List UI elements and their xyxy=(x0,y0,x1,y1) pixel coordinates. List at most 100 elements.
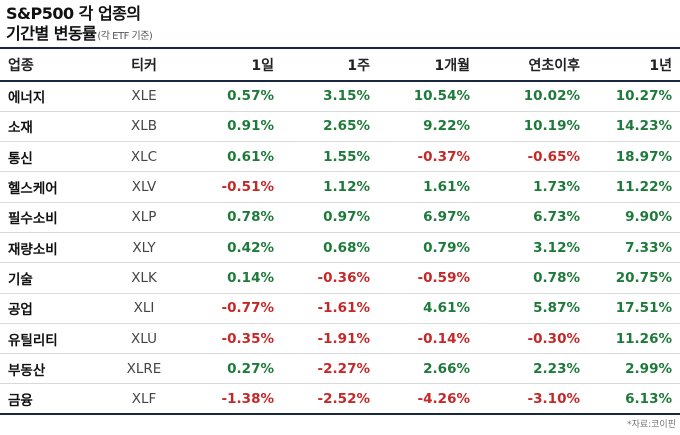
return-1d: -0.35% xyxy=(196,323,282,355)
header-sector: 업종 xyxy=(0,47,92,82)
table-row: 소재 XLB 0.91% 2.65% 9.22% 10.19% 14.23% xyxy=(0,111,680,143)
return-1w: -2.52% xyxy=(282,383,378,416)
return-1m: -0.14% xyxy=(378,323,478,355)
return-1w: -0.36% xyxy=(282,262,378,294)
table-row: 유틸리티 XLU -0.35% -1.91% -0.14% -0.30% 11.26% xyxy=(0,323,680,355)
sector-returns-table: 업종 티커 1일 1주 1개월 연초이후 1년 에너지 XLE 0.57% 3.15%… xyxy=(0,47,680,416)
return-1m: 1.61% xyxy=(378,171,478,203)
sector-name: 통신 xyxy=(0,141,92,173)
return-1y: 6.13% xyxy=(588,383,680,416)
return-1w: -1.61% xyxy=(282,293,378,324)
sector-name: 에너지 xyxy=(0,81,92,112)
return-1y: 9.90% xyxy=(588,202,680,233)
sector-name: 유틸리티 xyxy=(0,323,92,355)
return-1d: 0.91% xyxy=(196,111,282,143)
table-row: 금융 XLF -1.38% -2.52% -4.26% -3.10% 6.13% xyxy=(0,383,680,416)
return-1y: 20.75% xyxy=(588,262,680,294)
return-1d: 0.27% xyxy=(196,353,282,385)
subtitle-text: 기간별 변동률 xyxy=(6,24,97,43)
return-1w: 3.15% xyxy=(282,81,378,112)
return-1m: 9.22% xyxy=(378,111,478,143)
return-1m: 0.79% xyxy=(378,232,478,264)
return-1m: -0.37% xyxy=(378,141,478,173)
ticker-symbol: XLY xyxy=(92,232,196,264)
title-note: (각 ETF 기준) xyxy=(97,31,153,42)
ticker-symbol: XLU xyxy=(92,323,196,355)
return-ytd: 10.19% xyxy=(478,111,588,143)
sector-name: 부동산 xyxy=(0,353,92,385)
return-1m: 4.61% xyxy=(378,293,478,324)
return-ytd: 0.78% xyxy=(478,262,588,294)
return-1w: 2.65% xyxy=(282,111,378,143)
return-1d: 0.42% xyxy=(196,232,282,264)
return-1d: -0.77% xyxy=(196,293,282,324)
return-ytd: -0.30% xyxy=(478,323,588,355)
table-row: 에너지 XLE 0.57% 3.15% 10.54% 10.02% 10.27% xyxy=(0,81,680,112)
table-row: 필수소비 XLP 0.78% 0.97% 6.97% 6.73% 9.90% xyxy=(0,202,680,233)
sector-name: 재량소비 xyxy=(0,232,92,264)
ticker-symbol: XLRE xyxy=(92,353,196,385)
table-row: 통신 XLC 0.61% 1.55% -0.37% -0.65% 18.97% xyxy=(0,141,680,173)
header-1m: 1개월 xyxy=(378,47,478,82)
ticker-symbol: XLI xyxy=(92,293,196,324)
return-1y: 2.99% xyxy=(588,353,680,385)
return-1m: -0.59% xyxy=(378,262,478,294)
source-note: *자료:코이핀 xyxy=(627,420,676,430)
ticker-symbol: XLB xyxy=(92,111,196,143)
return-1w: 1.55% xyxy=(282,141,378,173)
return-1m: 6.97% xyxy=(378,202,478,233)
sector-name: 기술 xyxy=(0,262,92,294)
ticker-symbol: XLV xyxy=(92,171,196,203)
header-1y: 1년 xyxy=(588,47,680,82)
ticker-symbol: XLK xyxy=(92,262,196,294)
return-1w: 0.68% xyxy=(282,232,378,264)
title-block: S&P500 각 업종의 기간별 변동률 (각 ETF 기준) xyxy=(6,4,153,47)
return-ytd: 6.73% xyxy=(478,202,588,233)
header-1w: 1주 xyxy=(282,47,378,82)
sector-name: 소재 xyxy=(0,111,92,143)
return-1y: 11.26% xyxy=(588,323,680,355)
table-body: 에너지 XLE 0.57% 3.15% 10.54% 10.02% 10.27% 소재 XLB 0… xyxy=(0,81,680,416)
sector-name: 필수소비 xyxy=(0,202,92,233)
ticker-symbol: XLF xyxy=(92,383,196,416)
return-1y: 11.22% xyxy=(588,171,680,203)
return-1d: 0.14% xyxy=(196,262,282,294)
return-1w: 1.12% xyxy=(282,171,378,203)
return-1d: 0.57% xyxy=(196,81,282,112)
return-ytd: -3.10% xyxy=(478,383,588,416)
return-1y: 14.23% xyxy=(588,111,680,143)
return-1y: 7.33% xyxy=(588,232,680,264)
header-ytd: 연초이후 xyxy=(478,47,588,82)
ticker-symbol: XLP xyxy=(92,202,196,233)
return-1d: -0.51% xyxy=(196,171,282,203)
sector-name: 금융 xyxy=(0,383,92,416)
table-row: 헬스케어 XLV -0.51% 1.12% 1.61% 1.73% 11.22% xyxy=(0,171,680,203)
header-1d: 1일 xyxy=(196,47,282,82)
return-1d: 0.61% xyxy=(196,141,282,173)
ticker-symbol: XLE xyxy=(92,81,196,112)
return-1w: 0.97% xyxy=(282,202,378,233)
sector-name: 헬스케어 xyxy=(0,171,92,203)
return-1m: -4.26% xyxy=(378,383,478,416)
table-row: 재량소비 XLY 0.42% 0.68% 0.79% 3.12% 7.33% xyxy=(0,232,680,264)
return-1y: 10.27% xyxy=(588,81,680,112)
return-ytd: 3.12% xyxy=(478,232,588,264)
return-1m: 2.66% xyxy=(378,353,478,385)
table-row: 공업 XLI -0.77% -1.61% 4.61% 5.87% 17.51% xyxy=(0,293,680,324)
return-1y: 17.51% xyxy=(588,293,680,324)
header-ticker: 티커 xyxy=(92,47,196,82)
page-title: S&P500 각 업종의 xyxy=(6,4,141,23)
return-ytd: 2.23% xyxy=(478,353,588,385)
return-1m: 10.54% xyxy=(378,81,478,112)
return-ytd: 10.02% xyxy=(478,81,588,112)
return-1d: 0.78% xyxy=(196,202,282,233)
table-row: 부동산 XLRE 0.27% -2.27% 2.66% 2.23% 2.99% xyxy=(0,353,680,385)
return-1w: -2.27% xyxy=(282,353,378,385)
return-1d: -1.38% xyxy=(196,383,282,416)
return-ytd: -0.65% xyxy=(478,141,588,173)
table-row: 기술 XLK 0.14% -0.36% -0.59% 0.78% 20.75% xyxy=(0,262,680,294)
return-ytd: 1.73% xyxy=(478,171,588,203)
sector-name: 공업 xyxy=(0,293,92,324)
table-header-row: 업종 티커 1일 1주 1개월 연초이후 1년 xyxy=(0,47,680,82)
ticker-symbol: XLC xyxy=(92,141,196,173)
